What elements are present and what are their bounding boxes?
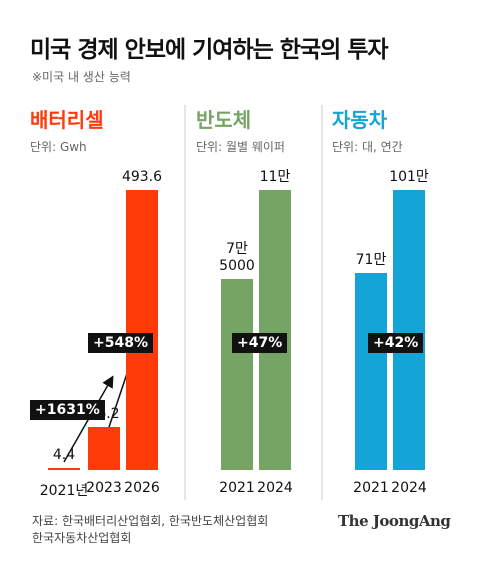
x-tick-label: 2024 xyxy=(257,480,293,496)
unit-label: 단위: 월별 웨이퍼 xyxy=(196,140,285,154)
bar xyxy=(88,426,120,470)
chart-title: 반도체 xyxy=(196,108,252,132)
bar xyxy=(48,467,80,470)
unit-label: 단위: Gwh xyxy=(30,140,87,154)
chart-title: 자동차 xyxy=(332,108,388,132)
x-tick-label: 2023 xyxy=(86,480,122,496)
value-label: 493.6 xyxy=(121,169,163,185)
title: 미국 경제 안보에 기여하는 한국의 투자 xyxy=(30,37,389,63)
x-tick-label: 2021 xyxy=(353,480,389,496)
bar xyxy=(393,190,425,470)
value-label: 71만 xyxy=(355,252,387,269)
annotation: +47% xyxy=(232,333,288,353)
unit-label: 단위: 대, 연간 xyxy=(332,140,403,154)
value-label: 4.4 xyxy=(52,446,76,463)
value-label: 11만 xyxy=(259,169,291,185)
arrow xyxy=(63,375,114,463)
logo: The JoongAng xyxy=(338,512,451,530)
x-tick-label: 2024 xyxy=(391,480,427,496)
bar xyxy=(126,190,158,470)
subtitle: ※미국 내 생산 능력 xyxy=(32,70,131,84)
value-label: 7만 5000 xyxy=(219,241,255,275)
annotation: +42% xyxy=(368,333,424,353)
annotation: +548% xyxy=(88,333,153,353)
annotation: +1631% xyxy=(30,400,105,420)
source: 자료: 한국배터리산업협회, 한국반도체산업협회 한국자동차산업협회 xyxy=(32,514,269,545)
bar xyxy=(259,190,291,470)
chart-title: 배터리셀 xyxy=(30,108,104,132)
bar xyxy=(355,273,387,470)
x-tick-label: 2021 xyxy=(219,480,255,496)
x-tick-label: 2021년 xyxy=(39,483,89,499)
bar xyxy=(221,279,253,470)
x-tick-label: 2026 xyxy=(124,480,160,496)
value-label: 101만 xyxy=(389,169,429,185)
